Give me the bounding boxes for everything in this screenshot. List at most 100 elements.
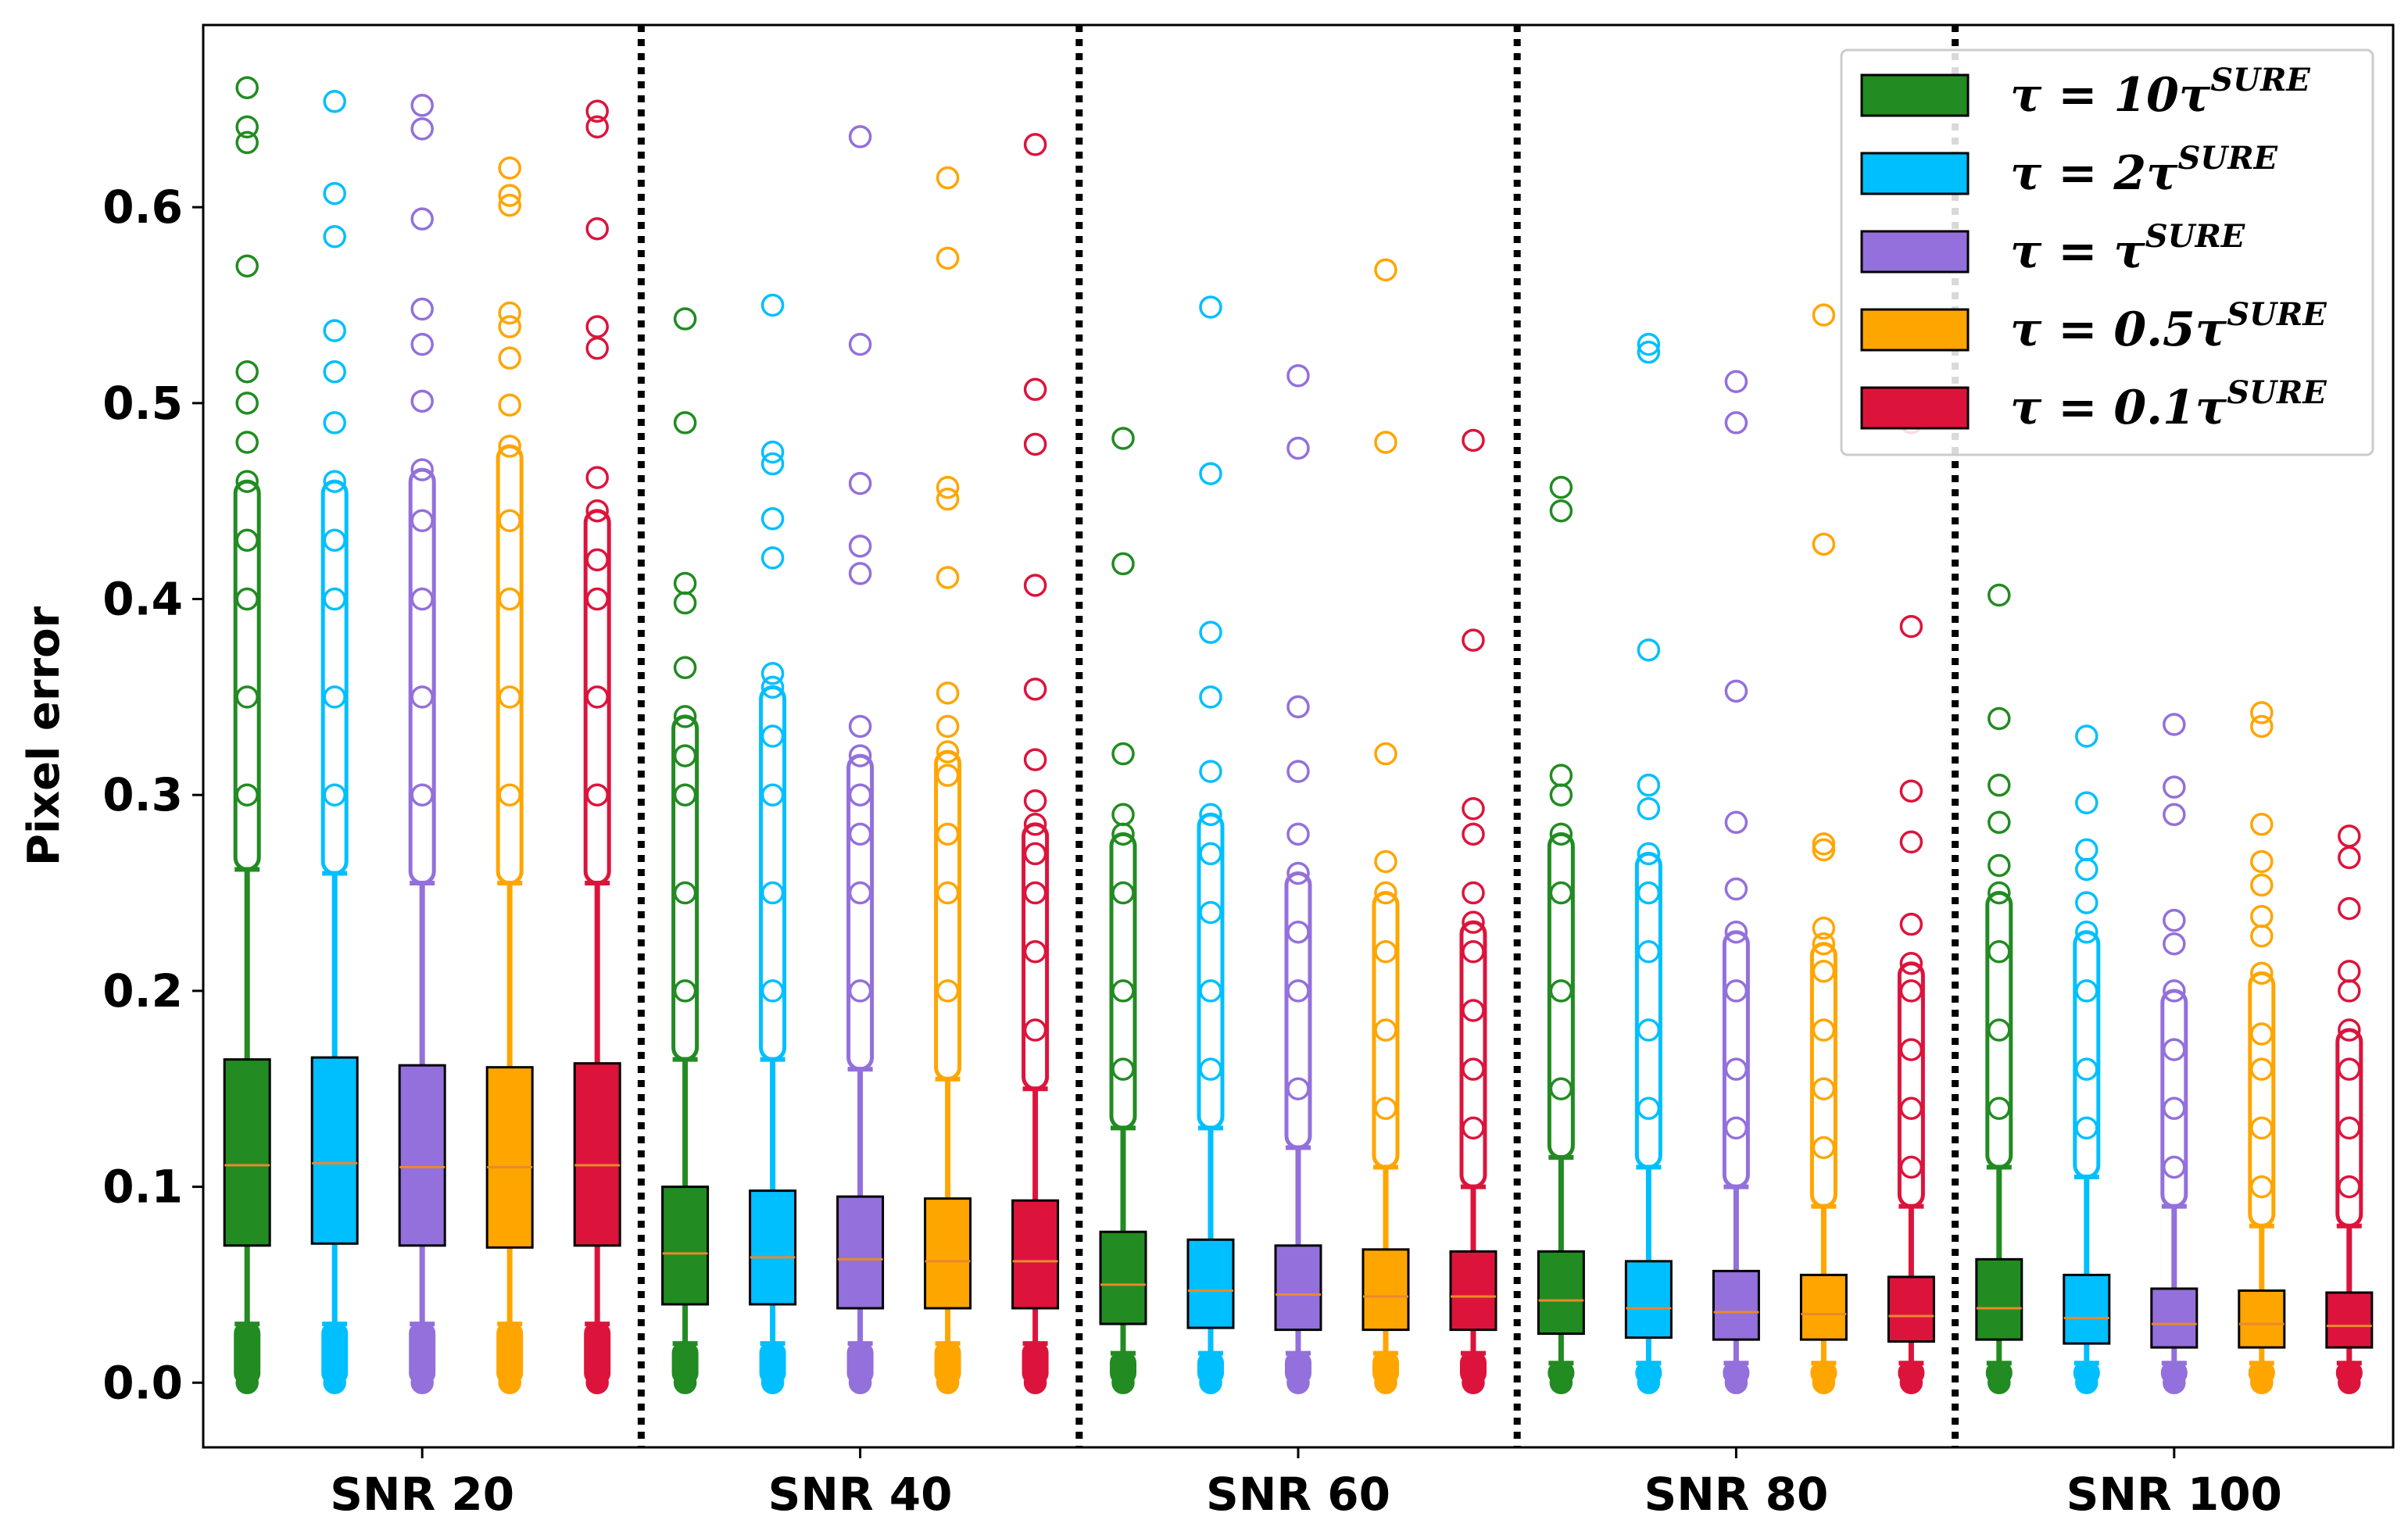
box-iqr	[2238, 1289, 2286, 1349]
y-tick-label: 0.5	[102, 377, 183, 430]
flier-point	[1988, 1096, 2011, 1121]
flier-point	[2163, 908, 2186, 932]
flier-point	[673, 307, 697, 331]
box-1-5	[573, 99, 621, 1395]
flier-cluster	[759, 685, 787, 1062]
legend-label-sup: SURE	[2210, 62, 2310, 98]
low-flier-cluster	[1985, 1361, 2013, 1385]
flier-point	[1812, 532, 1836, 556]
y-axis-title: Pixel error	[19, 606, 70, 866]
flier-point	[585, 336, 609, 360]
flier-point	[1724, 411, 1748, 435]
flier-point	[585, 499, 609, 523]
flier-point	[1812, 960, 1836, 983]
flier-point	[498, 783, 521, 807]
flier-point	[936, 822, 960, 846]
flier-cluster	[233, 479, 261, 871]
box-iqr	[310, 1056, 359, 1245]
flier-point	[2338, 846, 2361, 870]
flier-point	[2075, 857, 2099, 882]
y-tick-label: 0.4	[102, 573, 183, 626]
flier-cluster	[2073, 930, 2101, 1179]
flier-point	[1023, 940, 1047, 964]
axes-layer: 0.0 0.1 0.2 0.3 0.4 0.5 0.6 SNR 20 SNR 40 SNR 60 S…	[19, 23, 2395, 1521]
flier-point	[1637, 1018, 1661, 1042]
flier-point	[1724, 810, 1748, 835]
flier-cluster	[1109, 832, 1137, 1130]
flier-point	[1549, 881, 1573, 905]
flier-point	[760, 881, 785, 905]
flier-point	[1462, 940, 1485, 964]
box-iqr	[1799, 1273, 1848, 1341]
flier-point	[235, 254, 259, 278]
flier-point	[1111, 552, 1135, 576]
flier-point	[1023, 432, 1047, 456]
flier-point	[410, 783, 434, 807]
flier-point	[323, 411, 346, 435]
flier-cluster	[846, 753, 875, 1071]
flier-cluster	[408, 467, 436, 885]
flier-point	[2163, 1155, 2186, 1179]
flier-point	[323, 224, 346, 249]
flier-point	[585, 466, 609, 489]
flier-cluster	[1197, 812, 1225, 1130]
flier-point	[2075, 1057, 2099, 1081]
x-tick-label: SNR 40	[768, 1468, 953, 1521]
box-iqr	[1975, 1257, 2023, 1341]
flier-point	[848, 332, 872, 356]
flier-point	[1812, 916, 1836, 940]
flier-point	[2250, 849, 2274, 874]
flier-point	[2075, 838, 2099, 862]
box-5-5	[2325, 824, 2374, 1395]
flier-point	[1637, 881, 1661, 905]
flier-cluster	[1634, 851, 1662, 1170]
flier-point	[2163, 775, 2186, 799]
box-4-5	[1887, 411, 1935, 1395]
flier-point	[323, 685, 346, 709]
plot-layer	[223, 76, 2374, 1395]
flier-point	[2163, 713, 2186, 736]
legend-label-main: τ = τ	[2010, 224, 2145, 279]
box-iqr	[485, 1066, 534, 1249]
flier-point	[323, 319, 346, 342]
flier-cluster	[1809, 942, 1837, 1209]
flier-point	[1286, 695, 1310, 719]
flier-point	[1286, 363, 1310, 388]
box-iqr	[2325, 1291, 2374, 1349]
flier-point	[410, 389, 434, 413]
low-flier-cluster	[584, 1322, 611, 1385]
flier-point	[498, 587, 521, 611]
flier-point	[1899, 952, 1923, 975]
low-flier-cluster	[1460, 1351, 1487, 1385]
flier-point	[1549, 783, 1573, 807]
flier-point	[2338, 1057, 2361, 1081]
flier-point	[1724, 1057, 1748, 1081]
flier-point	[1812, 1018, 1836, 1042]
flier-point	[1374, 431, 1397, 454]
box-iqr	[661, 1186, 710, 1306]
flier-point	[2250, 1057, 2274, 1081]
flier-point	[1462, 1057, 1485, 1081]
flier-point	[1023, 377, 1047, 402]
flier-point	[1111, 979, 1135, 1003]
flier-point	[323, 181, 346, 206]
flier-point	[1374, 742, 1397, 766]
box-2-1	[661, 307, 710, 1395]
box-iqr	[573, 1062, 621, 1247]
flier-point	[585, 783, 609, 807]
flier-point	[673, 979, 697, 1003]
low-flier-cluster	[1723, 1361, 1750, 1385]
legend-label-main: τ = 0.1τ	[2010, 381, 2227, 435]
flier-point	[1724, 920, 1748, 944]
flier-point	[673, 571, 697, 596]
flier-point	[410, 297, 434, 321]
box-iqr	[749, 1189, 797, 1306]
flier-point	[1637, 1096, 1661, 1121]
low-flier-cluster	[1285, 1351, 1311, 1385]
flier-point	[323, 470, 346, 493]
flier-point	[235, 392, 259, 415]
flier-point	[235, 528, 259, 553]
flier-point	[760, 293, 785, 317]
flier-point	[1988, 773, 2011, 797]
